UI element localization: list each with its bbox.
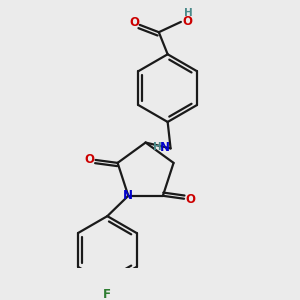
Text: O: O (129, 16, 140, 29)
Text: F: F (103, 288, 111, 300)
Text: H: H (184, 8, 193, 18)
Text: O: O (84, 153, 94, 166)
Text: O: O (182, 15, 192, 28)
Text: H: H (153, 142, 162, 152)
Text: N: N (123, 189, 133, 202)
Text: N: N (160, 141, 170, 154)
Text: O: O (185, 193, 196, 206)
